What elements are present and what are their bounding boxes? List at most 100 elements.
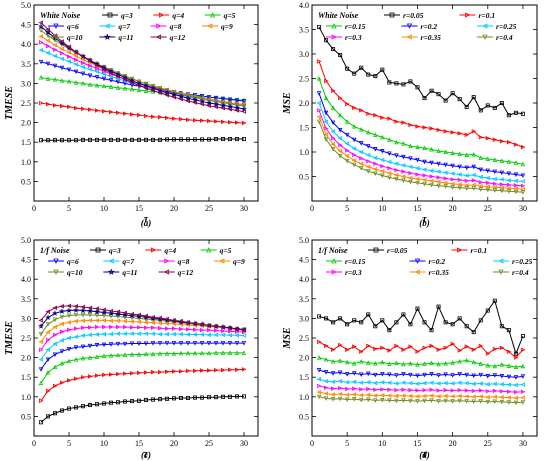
data-point [337, 358, 343, 363]
data-point [457, 393, 462, 399]
data-point [408, 156, 413, 161]
data-point [123, 399, 128, 404]
y-tick-label: 3.5 [299, 26, 309, 35]
data-point [436, 388, 442, 393]
legend-label: r=0.4 [496, 33, 513, 42]
data-point [344, 153, 350, 159]
series-q-3 [39, 394, 246, 425]
data-point [171, 90, 177, 95]
data-point [67, 406, 72, 411]
y-tick-label: 2.0 [299, 354, 309, 363]
data-point [130, 112, 135, 117]
data-point [478, 399, 483, 404]
data-point [457, 359, 462, 364]
data-point [81, 325, 86, 331]
legend-label: q=3 [109, 246, 121, 255]
data-point [46, 414, 51, 419]
data-point [485, 175, 490, 181]
x-tick-label: 10 [378, 439, 386, 448]
data-point [242, 367, 247, 372]
data-point [337, 148, 343, 154]
legend-item: q=8 [158, 257, 190, 266]
legend-swatch-marker [206, 247, 212, 253]
data-point [316, 76, 322, 81]
data-point [130, 325, 135, 330]
data-point [400, 393, 406, 398]
data-point [366, 360, 371, 365]
x-tick-label: 20 [449, 439, 457, 448]
data-point [351, 360, 357, 366]
legend-swatch-marker [107, 268, 115, 275]
data-point [241, 105, 247, 112]
data-point [345, 347, 350, 353]
y-tick-label: 2.0 [21, 354, 31, 363]
series-r-0-2 [316, 368, 526, 380]
data-point [394, 167, 399, 173]
series-line [318, 116, 523, 190]
data-point [87, 67, 92, 72]
data-point [206, 99, 212, 106]
data-point [492, 188, 498, 193]
data-point [351, 124, 357, 129]
data-point [316, 376, 322, 382]
series-r-0-1 [317, 339, 526, 360]
data-point [457, 131, 463, 136]
data-point [436, 92, 441, 97]
data-point [316, 91, 322, 96]
data-point [88, 137, 93, 142]
data-point [373, 161, 378, 167]
data-point [408, 170, 413, 176]
data-point [506, 349, 512, 354]
data-point [108, 318, 113, 323]
data-point [143, 331, 148, 336]
data-point [317, 25, 322, 30]
data-point [214, 367, 219, 373]
data-point [331, 88, 336, 93]
data-point [129, 311, 134, 317]
data-point [513, 160, 519, 165]
data-point [317, 59, 322, 64]
data-point [358, 372, 364, 377]
x-tick-label: 0 [32, 439, 36, 448]
data-point [506, 171, 512, 177]
data-point [450, 181, 455, 187]
series-r-0-4 [316, 394, 526, 406]
data-point [171, 396, 176, 401]
data-point [185, 93, 191, 99]
data-point [122, 77, 127, 82]
legend-swatch-marker [53, 34, 59, 40]
data-point [422, 372, 427, 378]
y-tick-label: 0.5 [299, 412, 309, 421]
legend-item: q=5 [204, 11, 236, 20]
data-point [206, 137, 211, 142]
data-point [351, 146, 357, 151]
data-point [344, 141, 350, 146]
data-point [67, 138, 72, 143]
data-point [443, 98, 448, 103]
data-point [513, 395, 518, 401]
data-point [171, 331, 176, 337]
data-point [443, 372, 448, 377]
data-point [150, 84, 156, 89]
x-tick-label: 10 [100, 204, 108, 213]
data-point [164, 316, 169, 322]
y-tick-label: 4.5 [299, 256, 309, 265]
data-point [38, 318, 43, 323]
data-point [499, 324, 504, 329]
data-point [45, 347, 50, 353]
data-point [200, 368, 205, 373]
data-point [88, 107, 93, 112]
data-point [200, 327, 205, 333]
data-point [171, 94, 176, 100]
data-point [331, 47, 336, 52]
data-point [323, 357, 329, 362]
data-point [372, 166, 378, 172]
data-point [513, 142, 519, 147]
data-point [400, 380, 406, 385]
data-point [351, 397, 357, 402]
data-point [352, 344, 357, 349]
data-point [345, 386, 350, 392]
data-point [87, 343, 93, 349]
data-point [471, 388, 477, 394]
data-point [129, 137, 134, 142]
